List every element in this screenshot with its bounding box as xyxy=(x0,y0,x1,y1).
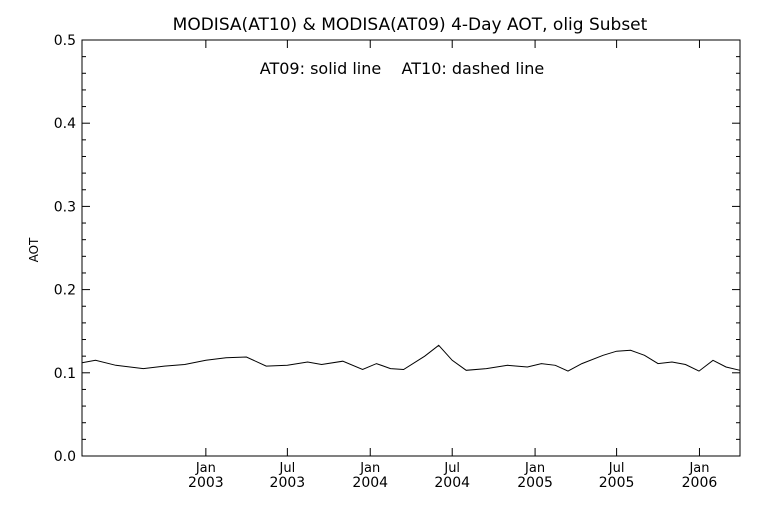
y-tick-label: 0.2 xyxy=(54,283,76,299)
y-tick-label: 0.4 xyxy=(54,116,76,132)
chart-title: MODISA(AT10) & MODISA(AT09) 4-Day AOT, o… xyxy=(173,15,648,35)
x-tick-label-year: 2004 xyxy=(352,475,388,491)
x-tick-label-month: Jan xyxy=(524,461,545,476)
chart-annotation: AT09: solid line AT10: dashed line xyxy=(260,59,545,78)
y-axis-label: AOT xyxy=(27,237,41,262)
y-tick-label: 0.0 xyxy=(54,449,76,465)
plot-frame xyxy=(81,39,741,457)
x-tick-label-month: Jan xyxy=(688,461,709,476)
x-tick-label-year: 2003 xyxy=(270,475,306,491)
y-tick-label: 0.3 xyxy=(54,199,76,215)
x-tick-label-month: Jan xyxy=(359,461,380,476)
x-tick-label-month: Jul xyxy=(608,461,625,476)
x-tick-label-year: 2004 xyxy=(434,475,470,491)
y-tick-label: 0.5 xyxy=(54,33,76,49)
x-axis: Jan2003Jul2003Jan2004Jul2004Jan2005Jul20… xyxy=(188,40,717,491)
y-axis: 0.0 0.1 0.2 0.3 0.4 0.5 xyxy=(54,33,740,465)
x-tick-label-year: 2003 xyxy=(188,475,224,491)
series-layer xyxy=(81,344,741,372)
x-tick-label-month: Jul xyxy=(443,461,460,476)
x-tick-label-year: 2005 xyxy=(517,475,553,491)
x-tick-label-month: Jan xyxy=(195,461,216,476)
x-tick-label-year: 2006 xyxy=(682,475,718,491)
x-tick-label-year: 2005 xyxy=(599,475,635,491)
series-line-at09 xyxy=(81,344,741,372)
y-tick-label: 0.1 xyxy=(54,366,76,382)
x-tick-label-month: Jul xyxy=(279,461,296,476)
